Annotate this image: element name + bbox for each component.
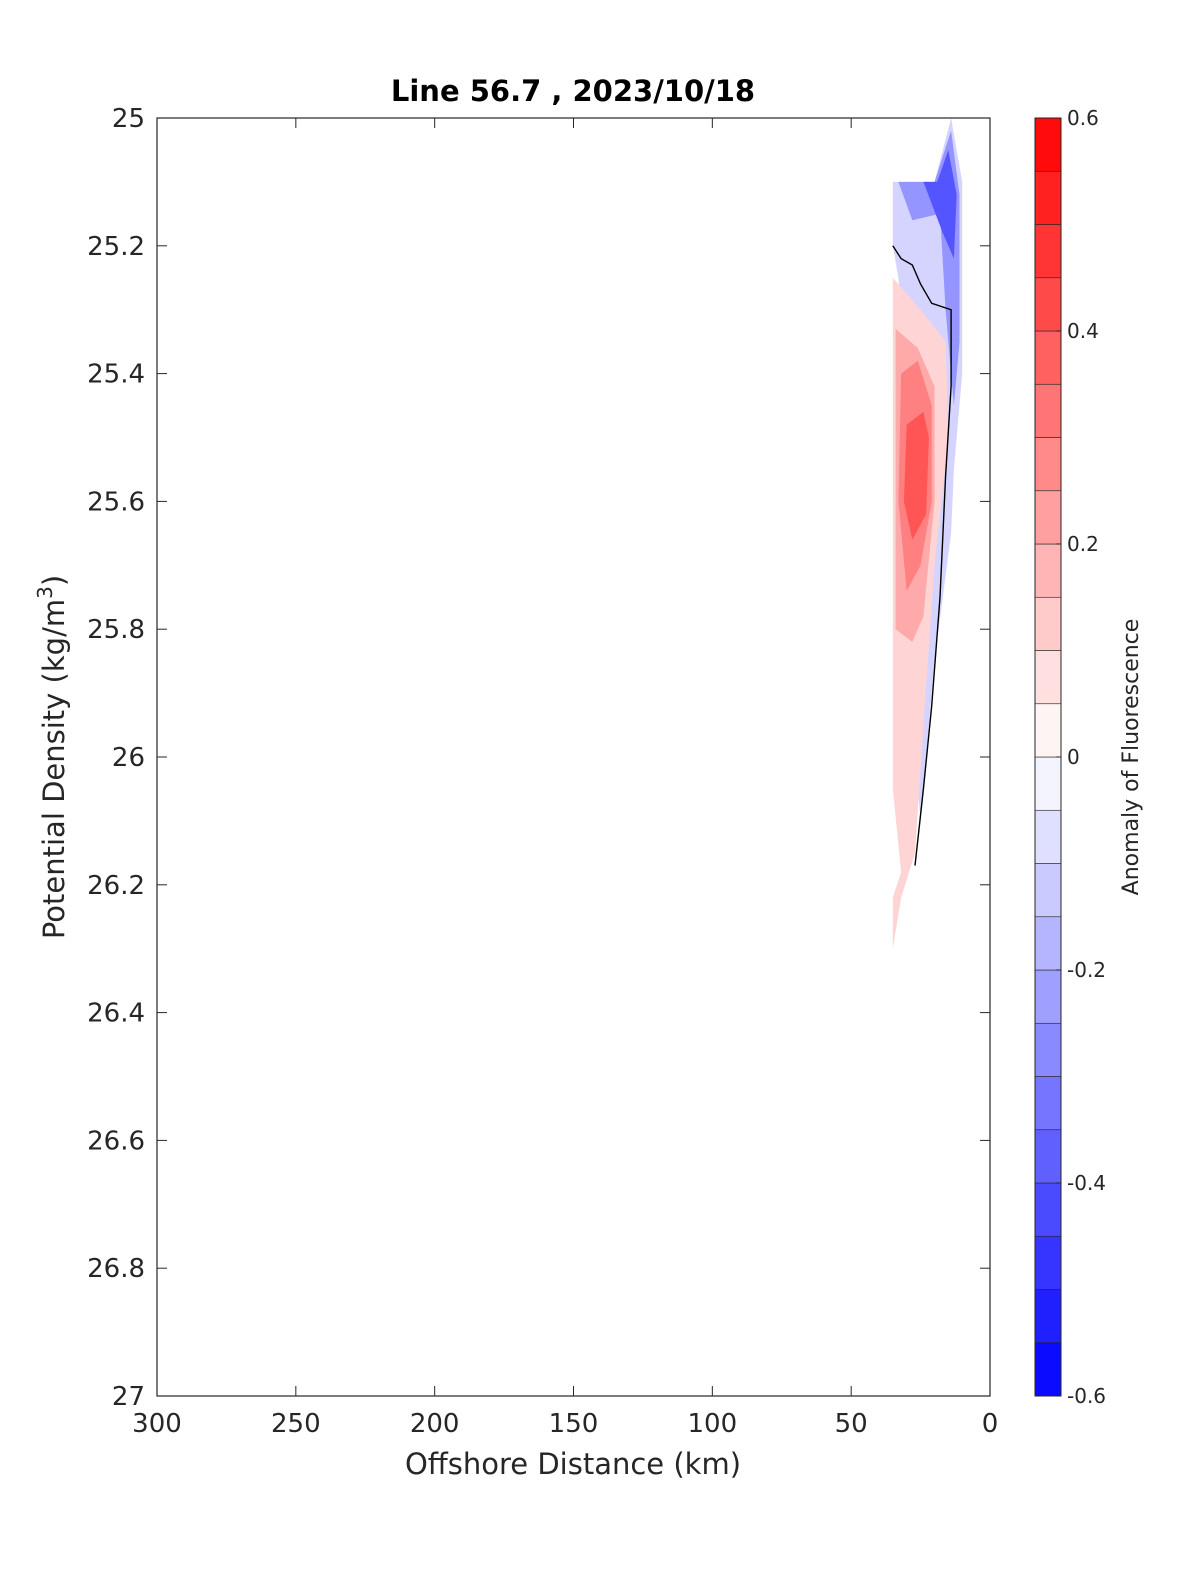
colorbar-band xyxy=(1034,1022,1062,1077)
colorbar-band xyxy=(1034,1076,1062,1131)
colorbar-tick-label: -0.2 xyxy=(1067,958,1106,982)
zero-contour-line xyxy=(892,245,952,866)
x-axis-label: Offshore Distance (km) xyxy=(405,1447,741,1481)
x-tick-label: 100 xyxy=(688,1409,738,1439)
colorbar-band xyxy=(1034,863,1062,918)
colorbar-band xyxy=(1034,277,1062,332)
y-tick-label: 26.2 xyxy=(87,871,145,901)
x-tick-label: 150 xyxy=(549,1409,599,1439)
colorbar-band xyxy=(1034,437,1062,492)
colorbar-band xyxy=(1034,490,1062,545)
colorbar-band xyxy=(1034,1129,1062,1184)
x-axis: 300 250 200 150 100 50 0 xyxy=(132,118,998,1439)
y-tick-label: 26.6 xyxy=(87,1126,145,1156)
colorbar-band xyxy=(1034,809,1062,864)
chart-title: Line 56.7 , 2023/10/18 xyxy=(391,74,755,108)
colorbar: -0.6 -0.4 -0.2 0 0.2 0.4 0.6 xyxy=(1034,106,1106,1408)
colorbar-band xyxy=(1034,916,1062,971)
y-tick-label: 25.6 xyxy=(87,487,145,517)
colorbar-band xyxy=(1034,1235,1062,1290)
colorbar-band xyxy=(1034,596,1062,651)
plot-area xyxy=(157,118,990,1396)
y-axis-label-superscript: 3 xyxy=(33,586,57,599)
colorbar-band xyxy=(1034,650,1062,705)
y-axis-label: Potential Density (kg/m xyxy=(37,599,71,939)
contour-region-negative-anomaly-max xyxy=(923,150,957,259)
colorbar-band xyxy=(1034,969,1062,1024)
colorbar-band xyxy=(1034,543,1062,598)
colorbar-tick-label: 0 xyxy=(1067,745,1080,769)
colorbar-band xyxy=(1034,703,1062,758)
colorbar-tick-label: -0.4 xyxy=(1067,1171,1106,1195)
x-tick-label: 300 xyxy=(132,1409,182,1439)
colorbar-band xyxy=(1034,1289,1062,1344)
contour-layer xyxy=(892,118,963,949)
colorbar-tick-label: -0.6 xyxy=(1067,1384,1106,1408)
x-tick-label: 200 xyxy=(410,1409,460,1439)
y-tick-label: 25.2 xyxy=(87,232,145,262)
y-tick-label: 25 xyxy=(112,104,145,134)
colorbar-tick-label: 0.2 xyxy=(1067,532,1099,556)
y-tick-label: 26.4 xyxy=(87,999,145,1029)
colorbar-band xyxy=(1034,170,1062,225)
colorbar-band xyxy=(1034,1182,1062,1237)
colorbar-band xyxy=(1034,383,1062,438)
colorbar-band xyxy=(1034,756,1062,811)
x-tick-label: 50 xyxy=(835,1409,868,1439)
colorbar-band xyxy=(1034,224,1062,279)
colorbar-band xyxy=(1034,117,1062,172)
y-tick-label: 25.8 xyxy=(87,615,145,645)
y-axis-label-group: Potential Density (kg/m3) xyxy=(33,575,71,939)
y-tick-label: 27 xyxy=(112,1382,145,1412)
y-tick-label: 26 xyxy=(112,743,145,773)
svg-text:Potential Density (kg/m3): Potential Density (kg/m3) xyxy=(33,575,71,939)
colorbar-band xyxy=(1034,1342,1062,1397)
colorbar-tick-label: 0.4 xyxy=(1067,319,1099,343)
contour-region-positive-anomaly-peak xyxy=(903,411,929,540)
colorbar-band xyxy=(1034,330,1062,385)
x-tick-label: 0 xyxy=(982,1409,999,1439)
colorbar-tick-label: 0.6 xyxy=(1067,106,1099,130)
y-tick-label: 25.4 xyxy=(87,360,145,390)
y-tick-label: 26.8 xyxy=(87,1254,145,1284)
y-axis-label-close: ) xyxy=(37,575,71,586)
y-axis: 25 25.2 25.4 25.6 25.8 26 26.2 26.4 26.6 26.8 27 xyxy=(87,104,990,1412)
x-tick-label: 250 xyxy=(271,1409,321,1439)
colorbar-label: Anomaly of Fluorescence xyxy=(1119,619,1144,896)
